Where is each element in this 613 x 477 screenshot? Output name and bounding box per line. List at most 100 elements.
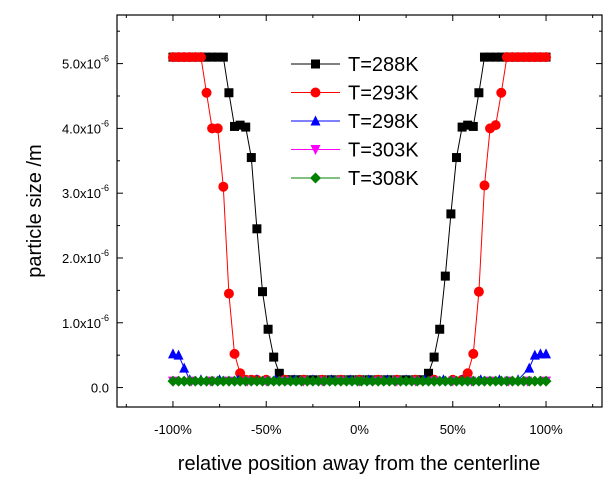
x-tick-label: 50%: [440, 422, 466, 437]
data-point: [479, 180, 490, 191]
data-point: [173, 349, 184, 360]
legend-marker: [311, 59, 320, 69]
legend-entry: T=303K: [291, 140, 419, 162]
y-tick-label: 1.0x10-6: [62, 313, 109, 331]
data-point: [355, 375, 367, 387]
data-point: [473, 286, 484, 297]
data-point: [173, 375, 185, 387]
data-point: [201, 375, 213, 387]
data-point: [435, 324, 445, 334]
data-point: [229, 375, 241, 387]
x-tick-label: 0%: [350, 422, 369, 437]
data-point: [207, 52, 217, 62]
data-point: [179, 362, 190, 373]
data-point: [485, 52, 495, 62]
data-point: [241, 122, 251, 132]
data-point: [417, 375, 429, 387]
data-point: [307, 375, 319, 387]
data-point: [523, 375, 535, 387]
data-point: [252, 224, 262, 234]
data-point: [212, 375, 224, 387]
data-point: [217, 375, 229, 387]
data-point: [312, 375, 324, 387]
data-point: [478, 375, 490, 387]
data-point: [367, 375, 379, 387]
data-point: [218, 181, 229, 192]
data-point: [434, 375, 446, 387]
legend-marker: [310, 115, 321, 126]
data-point: [383, 375, 395, 387]
data-point: [195, 52, 206, 63]
data-point: [457, 122, 467, 132]
data-point: [251, 375, 263, 387]
data-point: [490, 375, 502, 387]
data-point: [301, 375, 313, 387]
data-point: [479, 52, 489, 62]
data-point: [496, 87, 507, 98]
data-point: [462, 368, 473, 379]
y-tick-label: 2.0x10-6: [62, 248, 109, 266]
data-point: [274, 368, 284, 378]
data-point: [495, 375, 507, 387]
data-point: [318, 375, 330, 387]
legend-marker: [310, 87, 321, 98]
data-point: [224, 88, 234, 98]
data-point: [167, 375, 179, 387]
data-point: [202, 52, 212, 62]
data-point: [474, 88, 484, 98]
y-tick-label: 3.0x10-6: [62, 183, 109, 201]
data-point: [229, 348, 240, 359]
data-point: [257, 375, 268, 387]
legend-marker: [310, 172, 321, 184]
legend-label: T=293K: [348, 83, 419, 105]
y-tick-label: 0.0: [91, 381, 109, 396]
legend-label: T=303K: [348, 140, 419, 162]
data-point: [361, 375, 373, 387]
data-point: [324, 375, 336, 387]
data-point: [463, 120, 473, 130]
data-point: [184, 375, 196, 387]
data-point: [240, 375, 252, 387]
data-point: [290, 375, 302, 387]
data-point: [223, 288, 234, 299]
data-point: [428, 375, 440, 387]
data-point: [541, 348, 552, 359]
data-point: [218, 52, 228, 62]
data-point: [346, 375, 358, 387]
y-axis-title: particle size /m: [24, 144, 46, 277]
data-point: [440, 271, 450, 281]
data-point: [230, 121, 240, 131]
series-line: [173, 56, 546, 381]
data-point: [468, 121, 478, 131]
data-point: [389, 375, 401, 387]
legend-entry: T=288K: [291, 54, 419, 76]
data-point: [467, 375, 479, 387]
data-point: [491, 52, 501, 62]
data-point: [213, 52, 223, 62]
data-point: [439, 375, 451, 387]
data-point: [496, 52, 506, 62]
legend-label: T=308K: [348, 168, 419, 190]
x-axis-title: relative position away from the centerli…: [178, 453, 540, 475]
data-point: [501, 375, 513, 387]
data-point: [424, 368, 434, 378]
data-point: [189, 375, 201, 387]
data-point: [234, 375, 246, 387]
data-point: [340, 375, 352, 387]
data-point: [490, 120, 501, 131]
data-point: [506, 375, 518, 387]
data-point: [406, 375, 418, 387]
data-point: [540, 375, 552, 387]
data-point: [268, 375, 280, 387]
data-point: [245, 375, 257, 387]
series-line: [173, 56, 546, 381]
legend-marker: [310, 145, 321, 155]
y-tick-label: 4.0x10-6: [62, 118, 109, 136]
data-point: [468, 348, 479, 359]
data-point: [284, 375, 296, 387]
ticks-layer: -100% -50% 0% 50% 100% 0.0 1.0x10-6 2.0x10-6 3.0…: [62, 15, 602, 437]
data-point: [512, 375, 524, 387]
data-point: [201, 87, 212, 98]
data-point: [518, 375, 530, 387]
